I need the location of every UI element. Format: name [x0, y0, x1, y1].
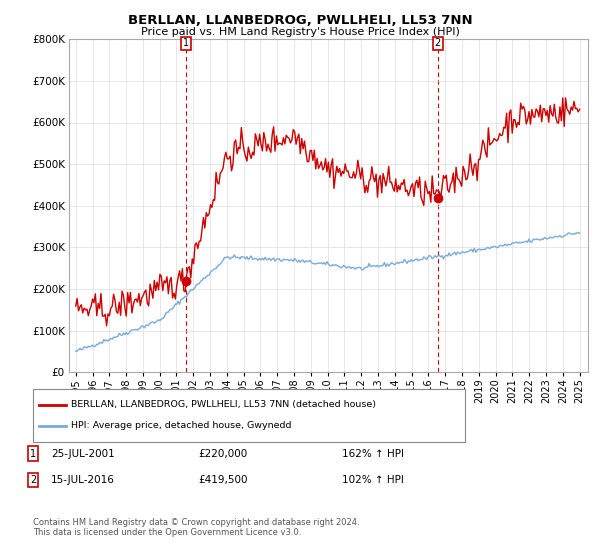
- Text: 25-JUL-2001: 25-JUL-2001: [51, 449, 115, 459]
- Text: £419,500: £419,500: [198, 475, 248, 485]
- Text: 15-JUL-2016: 15-JUL-2016: [51, 475, 115, 485]
- Text: HPI: Average price, detached house, Gwynedd: HPI: Average price, detached house, Gwyn…: [71, 421, 292, 430]
- Text: BERLLAN, LLANBEDROG, PWLLHELI, LL53 7NN (detached house): BERLLAN, LLANBEDROG, PWLLHELI, LL53 7NN …: [71, 400, 376, 409]
- Text: Price paid vs. HM Land Registry's House Price Index (HPI): Price paid vs. HM Land Registry's House …: [140, 27, 460, 37]
- Text: 2: 2: [30, 475, 36, 485]
- Text: 1: 1: [30, 449, 36, 459]
- Text: 102% ↑ HPI: 102% ↑ HPI: [342, 475, 404, 485]
- Text: £220,000: £220,000: [198, 449, 247, 459]
- Text: Contains HM Land Registry data © Crown copyright and database right 2024.
This d: Contains HM Land Registry data © Crown c…: [33, 518, 359, 538]
- Text: BERLLAN, LLANBEDROG, PWLLHELI, LL53 7NN: BERLLAN, LLANBEDROG, PWLLHELI, LL53 7NN: [128, 14, 472, 27]
- Text: 2: 2: [434, 39, 441, 48]
- Text: 1: 1: [182, 39, 189, 48]
- Text: 162% ↑ HPI: 162% ↑ HPI: [342, 449, 404, 459]
